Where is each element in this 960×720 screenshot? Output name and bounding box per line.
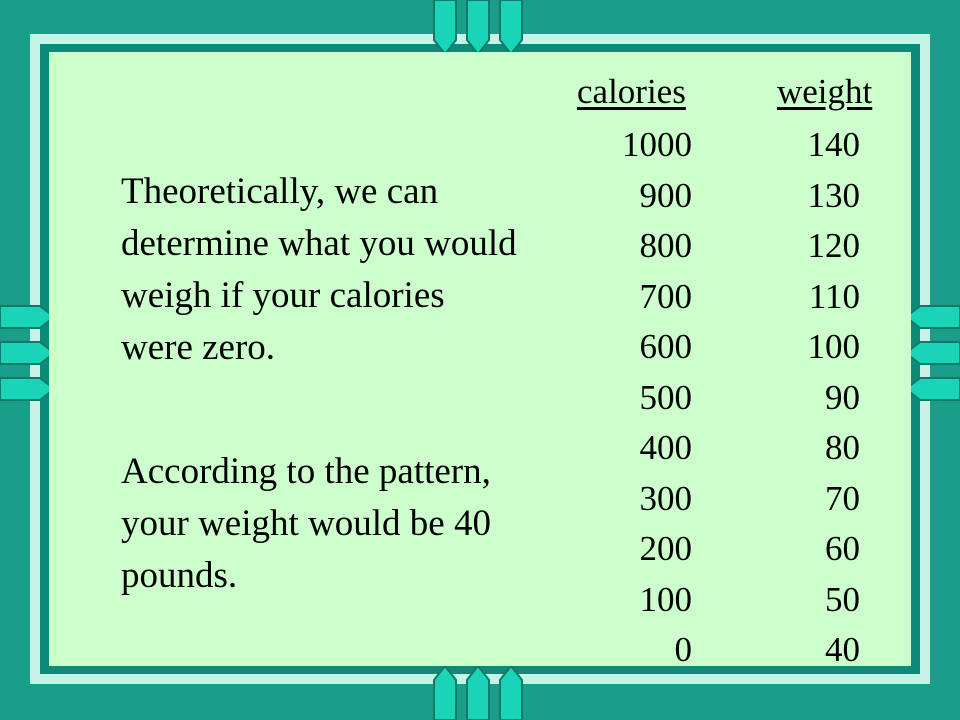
bottom-bars-decoration [430, 664, 530, 720]
weight-cell: 140 [807, 125, 861, 164]
calories-cell: 700 [639, 276, 693, 316]
calories-cell: 500 [639, 377, 693, 417]
calories-cell: 300 [639, 478, 693, 518]
weight-cell: 90 [825, 377, 860, 417]
right-bars-decoration [904, 302, 960, 410]
weight-column: 140 130 120 110 100 90 80 70 60 50 40 [720, 120, 861, 676]
weight-cell: 110 [808, 276, 860, 316]
top-bars-decoration [430, 0, 530, 56]
weight-cell: 70 [825, 478, 860, 518]
weight-cell: 50 [825, 579, 860, 619]
weight-cell: 100 [807, 327, 861, 366]
conclusion-paragraph: According to the pattern, your weight wo… [121, 451, 491, 596]
calories-cell: 900 [639, 175, 693, 215]
calories-cell: 200 [639, 529, 693, 568]
weight-cell: 80 [825, 428, 860, 467]
weight-cell: 40 [825, 630, 860, 669]
weight-cell: 130 [807, 175, 861, 215]
calories-column: 1000 900 800 700 600 500 400 300 200 100… [560, 120, 692, 676]
weight-cell: 120 [807, 226, 861, 265]
calories-cell: 600 [639, 327, 693, 366]
explanation-paragraph: Theoretically, we can determine what you… [121, 171, 517, 368]
calories-cell: 400 [639, 428, 693, 467]
calories-column-header: calories [577, 72, 686, 111]
weight-column-header: weight [777, 72, 873, 111]
calories-cell: 0 [674, 630, 693, 669]
calories-cell: 800 [639, 226, 693, 265]
weight-cell: 60 [825, 529, 860, 568]
calories-cell: 100 [639, 579, 693, 619]
calories-cell: 1000 [622, 125, 692, 164]
left-bars-decoration [0, 302, 56, 410]
content-panel [49, 52, 911, 666]
